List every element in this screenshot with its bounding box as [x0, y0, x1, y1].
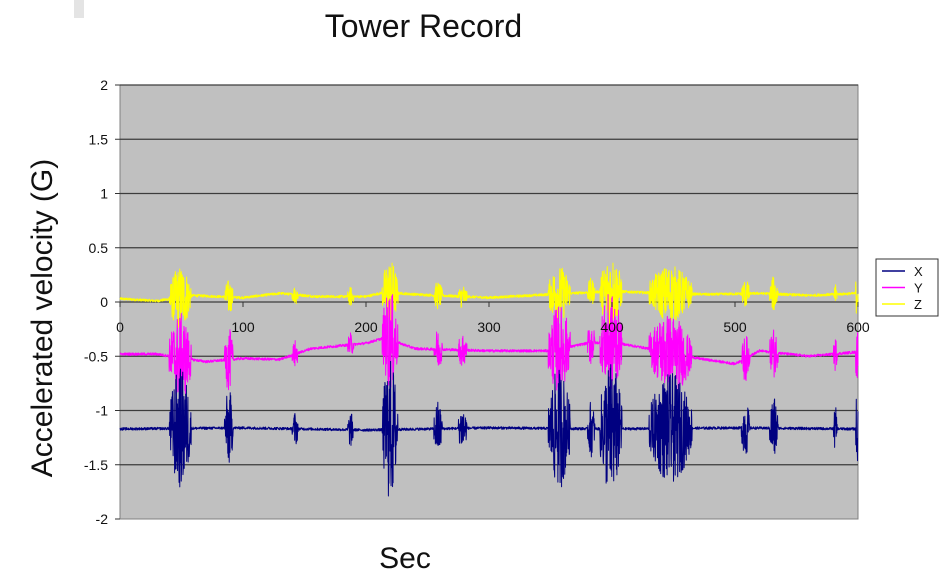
y-tick-label: -1.5 — [84, 457, 108, 473]
y-tick-label: -2 — [96, 511, 109, 527]
x-axis-title: Sec — [379, 542, 431, 575]
y-tick-label: 1 — [100, 186, 108, 202]
x-tick-label: 0 — [116, 319, 124, 335]
chart-title: Tower Record — [324, 8, 523, 44]
legend-label-z: Z — [914, 297, 922, 312]
y-tick-label: -0.5 — [84, 348, 108, 364]
series-x-line — [119, 360, 859, 497]
x-tick-label: 100 — [231, 319, 255, 335]
y-tick-label: 2 — [100, 77, 108, 93]
y-tick-label: 1.5 — [89, 131, 109, 147]
x-tick-label: 400 — [600, 319, 624, 335]
x-tick-label: 500 — [723, 319, 747, 335]
y-tick-label: -1 — [96, 403, 109, 419]
decorative-mark — [74, 0, 84, 18]
y-tick-label: 0 — [100, 294, 108, 310]
x-tick-label: 600 — [846, 319, 870, 335]
legend-label-x: X — [914, 264, 923, 279]
series-y-line — [119, 294, 859, 397]
x-tick-label: 200 — [354, 319, 378, 335]
x-tick-label: 300 — [477, 319, 501, 335]
y-tick-label: 0.5 — [89, 240, 109, 256]
legend-label-y: Y — [914, 281, 923, 296]
series-z-line — [119, 262, 859, 328]
